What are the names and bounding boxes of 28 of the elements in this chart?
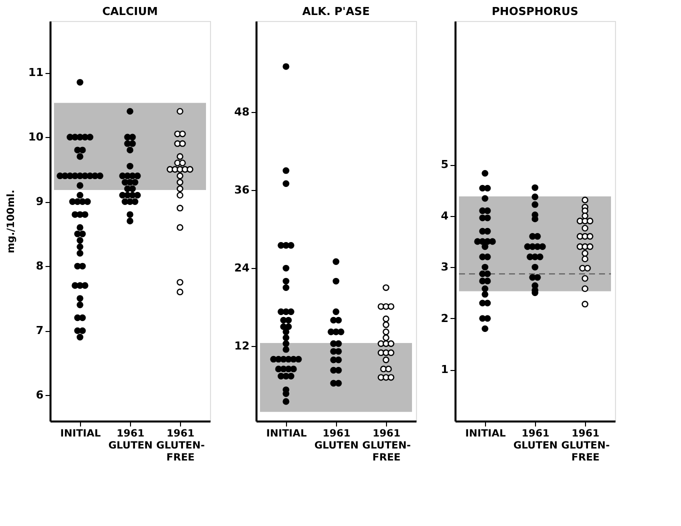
- chart-title: CALCIUM: [102, 5, 158, 18]
- x-tick-label: INITIAL: [266, 428, 308, 440]
- y-tick-label: 3: [440, 260, 448, 274]
- x-tick-label: INITIAL: [60, 428, 102, 440]
- y-tick-label: 6: [36, 388, 44, 402]
- x-tick-label: INITIAL: [465, 428, 506, 440]
- y-tick-label: 12: [234, 340, 250, 353]
- y-tick-label: 8: [36, 260, 44, 273]
- chart-title: ALK. P'ASE: [302, 5, 370, 18]
- y-tick-label: 7: [36, 324, 44, 338]
- chart-title: PHOSPHORUS: [492, 5, 578, 18]
- y-tick-label: 9: [36, 195, 44, 208]
- x-tick-label: 1961 GLUTEN-FREE: [561, 428, 610, 464]
- y-tick-label: 1: [440, 363, 448, 376]
- y-tick-label: 2: [440, 312, 448, 325]
- y-tick-label: 11: [28, 66, 44, 80]
- y-tick-label: 4: [440, 209, 449, 222]
- x-tick-label: 1961 GLUTEN-FREE: [362, 428, 411, 464]
- x-tick-label: 1961 GLUTEN: [513, 428, 558, 452]
- y-tick-label: 36: [234, 184, 250, 197]
- x-tick-label: 1961 GLUTEN-FREE: [156, 428, 205, 464]
- y-tick-label: 48: [234, 106, 250, 119]
- y-axis-title: mg./100ml.: [6, 190, 18, 254]
- x-tick-label: 1961 GLUTEN: [314, 428, 359, 452]
- y-tick-label: 10: [28, 130, 44, 144]
- x-tick-label: 1961 GLUTEN: [108, 428, 153, 452]
- y-tick-label: 5: [440, 158, 448, 172]
- y-tick-label: 24: [234, 262, 250, 275]
